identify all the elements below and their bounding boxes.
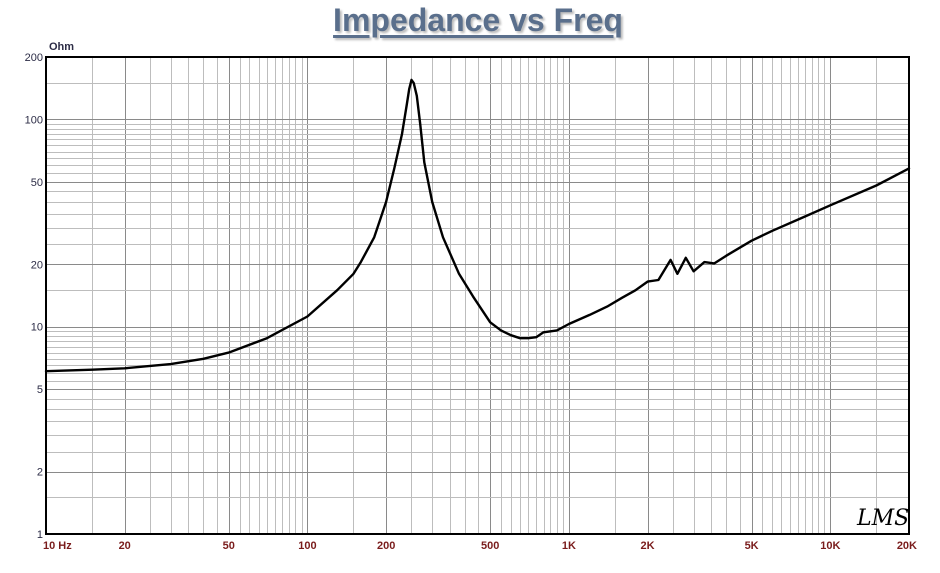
x-tick-label: 1K [562,540,576,552]
x-axis-tick-labels: 10 Hz 20 50 100 200 500 1K 2K 5K 10K 20K [43,540,917,552]
y-tick-label: 1 [37,529,43,541]
x-tick-label: 10 Hz [43,540,72,552]
y-tick-label: 50 [31,177,43,189]
x-tick-label: 5K [745,540,759,552]
y-tick-label: 2 [37,467,43,479]
x-tick-label: 2K [641,540,655,552]
grid-lines [46,57,910,535]
plot-frame [45,56,910,535]
chart-title: Impedance vs Freq [333,2,623,38]
y-tick-label: 5 [37,384,43,396]
x-tick-label: 20K [897,540,917,552]
x-tick-label: 500 [481,540,499,552]
y-axis-unit-label: Ohm [49,41,74,53]
x-tick-label: 20 [119,540,131,552]
y-axis-tick-labels: 200 100 50 20 10 5 2 1 [25,52,43,541]
y-tick-label: 20 [31,259,43,271]
lms-logo: LMS [856,506,909,531]
impedance-curve-series [44,78,911,373]
y-tick-label: 100 [25,114,43,126]
y-tick-label: 200 [25,52,43,64]
x-tick-label: 100 [298,540,316,552]
x-tick-label: 50 [223,540,235,552]
x-tick-label: 10K [820,540,840,552]
x-tick-label: 200 [377,540,395,552]
y-tick-label: 10 [31,322,43,334]
